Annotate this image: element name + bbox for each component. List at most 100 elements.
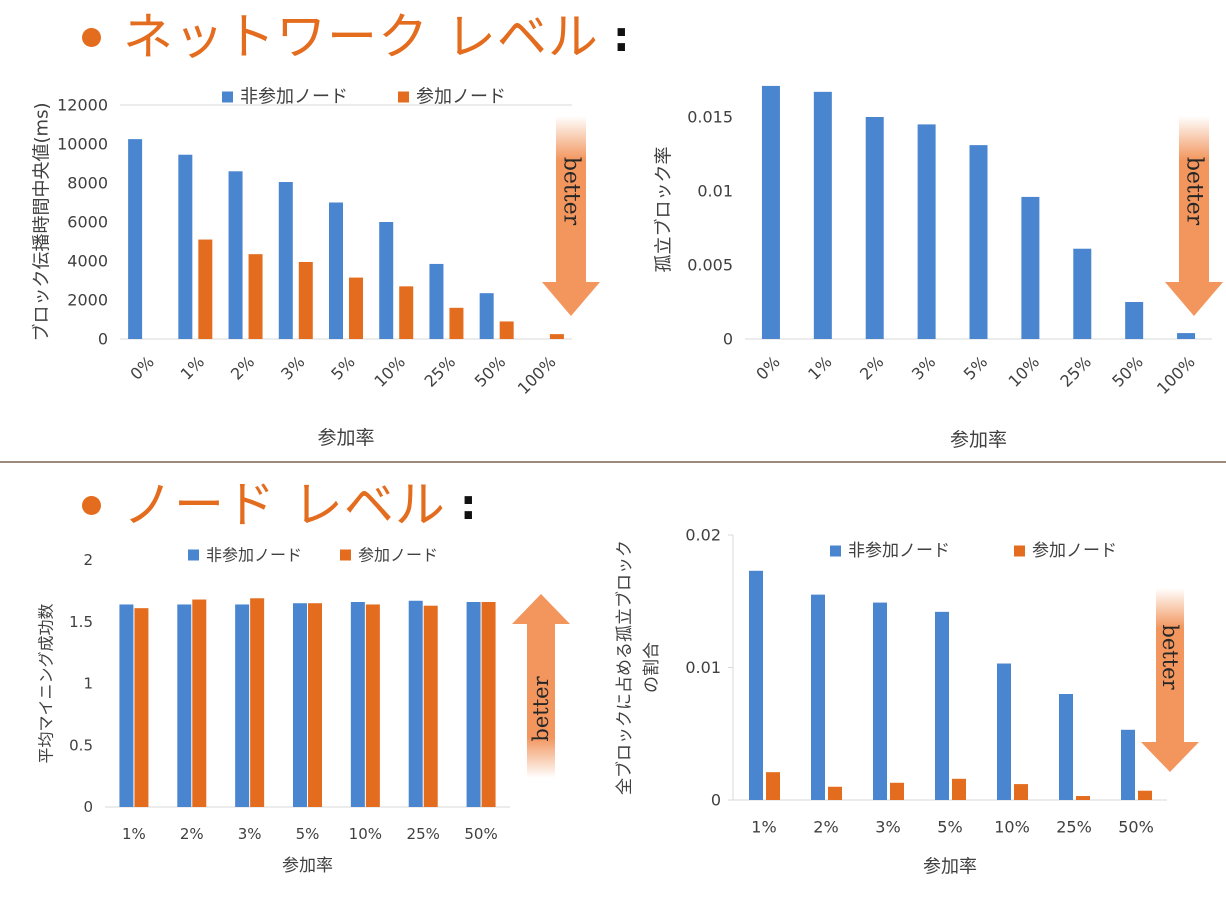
x-axis-label: 参加率 bbox=[317, 427, 374, 449]
bar-non-participant bbox=[1073, 248, 1092, 339]
bar-non-participant bbox=[1021, 196, 1040, 339]
bar-non-participant bbox=[1177, 333, 1196, 339]
y-tick-label: 1.5 bbox=[69, 613, 93, 631]
y-tick-label: 0.01 bbox=[697, 182, 733, 201]
bar-non-participant bbox=[917, 124, 936, 340]
network-level-title: ネットワーク レベル bbox=[123, 8, 599, 66]
x-tick-label: 100% bbox=[514, 352, 560, 398]
better-label: better bbox=[1182, 157, 1207, 226]
x-tick-label: 3% bbox=[277, 352, 308, 383]
x-tick-label: 50% bbox=[464, 825, 497, 843]
bar-non-participant bbox=[228, 171, 243, 339]
bar-non-participant bbox=[1125, 302, 1144, 339]
y-tick-label: 4000 bbox=[67, 252, 108, 271]
bar-participant bbox=[1138, 790, 1152, 800]
bar-participant bbox=[134, 608, 149, 807]
x-tick-label: 10% bbox=[370, 352, 409, 391]
y-tick-label: 2 bbox=[83, 551, 93, 569]
bar-non-participant bbox=[293, 603, 307, 807]
bar-participant bbox=[298, 261, 313, 339]
bar-participant bbox=[766, 772, 780, 800]
better-label: better bbox=[559, 157, 584, 226]
x-tick-label: 100% bbox=[1153, 352, 1199, 398]
y-tick-label: 1 bbox=[83, 675, 93, 693]
x-tick-label: 25% bbox=[407, 825, 440, 843]
y-tick-label: 0 bbox=[98, 330, 108, 349]
better-label: better bbox=[529, 675, 553, 741]
x-tick-label: 10% bbox=[349, 825, 382, 843]
x-tick-label: 10% bbox=[994, 818, 1030, 837]
node-level-title: ノード レベル bbox=[123, 476, 446, 534]
y-tick-label: 0.015 bbox=[687, 108, 733, 127]
bar-participant bbox=[828, 786, 842, 800]
x-tick-label: 2% bbox=[180, 825, 204, 843]
legend-swatch bbox=[1014, 545, 1025, 557]
bar-non-participant bbox=[811, 594, 825, 800]
x-tick-label: 2% bbox=[856, 352, 887, 383]
x-tick-label: 3% bbox=[908, 352, 939, 383]
y-tick-label: 6000 bbox=[67, 213, 108, 232]
bullet-icon bbox=[82, 27, 101, 47]
x-tick-label: 1% bbox=[751, 818, 776, 837]
x-tick-label: 50% bbox=[1118, 818, 1154, 837]
bar-participant bbox=[248, 254, 263, 339]
legend-swatch bbox=[830, 545, 841, 557]
bar-non-participant bbox=[997, 663, 1011, 800]
section-heading-network: ネットワーク レベル : bbox=[82, 12, 630, 62]
x-tick-label: 5% bbox=[960, 352, 991, 383]
legend-label: 非参加ノード bbox=[206, 546, 302, 565]
x-tick-label: 25% bbox=[421, 352, 460, 391]
bar-non-participant bbox=[177, 604, 192, 807]
x-axis-label: 参加率 bbox=[950, 429, 1007, 451]
bar-non-participant bbox=[969, 145, 988, 339]
bar-participant bbox=[250, 598, 265, 807]
x-axis-label: 参加率 bbox=[923, 857, 977, 878]
x-axis-label: 参加率 bbox=[282, 856, 333, 876]
bar-non-participant bbox=[873, 602, 887, 800]
heading-colon: : bbox=[612, 12, 630, 61]
x-tick-label: 10% bbox=[1005, 352, 1044, 391]
bar-non-participant bbox=[408, 600, 423, 807]
bar-non-participant bbox=[178, 154, 193, 339]
y-tick-label: 0.005 bbox=[687, 256, 733, 275]
y-tick-label: 12000 bbox=[57, 96, 108, 115]
y-tick-label: 0.01 bbox=[685, 658, 721, 677]
bar-participant bbox=[192, 599, 207, 807]
y-tick-label: 0.5 bbox=[69, 736, 93, 754]
y-tick-label: 0 bbox=[711, 791, 721, 810]
arrow-up-icon bbox=[512, 594, 570, 778]
y-tick-label: 0 bbox=[723, 330, 733, 349]
bar-non-participant bbox=[935, 611, 949, 800]
bar-participant bbox=[198, 239, 213, 339]
x-tick-label: 0% bbox=[752, 352, 783, 383]
legend-swatch bbox=[188, 549, 199, 561]
y-tick-label: 10000 bbox=[57, 135, 108, 154]
legend-label: 非参加ノード bbox=[848, 541, 950, 561]
bar-non-participant bbox=[761, 85, 780, 339]
bar-non-participant bbox=[278, 182, 293, 339]
heading-colon: : bbox=[459, 480, 477, 529]
legend-swatch bbox=[222, 91, 233, 103]
x-tick-label: 1% bbox=[177, 352, 208, 383]
legend-swatch bbox=[398, 91, 409, 103]
x-tick-label: 1% bbox=[122, 825, 146, 843]
x-tick-label: 3% bbox=[875, 818, 900, 837]
legend-label: 参加ノード bbox=[358, 546, 438, 565]
x-tick-label: 0% bbox=[126, 352, 157, 383]
x-tick-label: 1% bbox=[804, 352, 835, 383]
x-tick-label: 5% bbox=[296, 825, 320, 843]
bar-non-participant bbox=[128, 139, 143, 339]
bar-participant bbox=[499, 321, 514, 339]
x-tick-label: 50% bbox=[471, 352, 510, 391]
x-tick-label: 5% bbox=[327, 352, 358, 383]
x-tick-label: 50% bbox=[1108, 352, 1147, 391]
bar-participant bbox=[1014, 784, 1028, 800]
bar-participant bbox=[365, 604, 380, 807]
legend-swatch bbox=[340, 549, 351, 561]
legend-label: 参加ノード bbox=[1032, 541, 1117, 561]
arrow-down-icon bbox=[1141, 588, 1199, 772]
legend-label: 参加ノード bbox=[416, 87, 506, 108]
bar-non-participant bbox=[329, 202, 343, 339]
y-axis-label: ブロック伝播時間中央値(ms) bbox=[31, 103, 53, 342]
